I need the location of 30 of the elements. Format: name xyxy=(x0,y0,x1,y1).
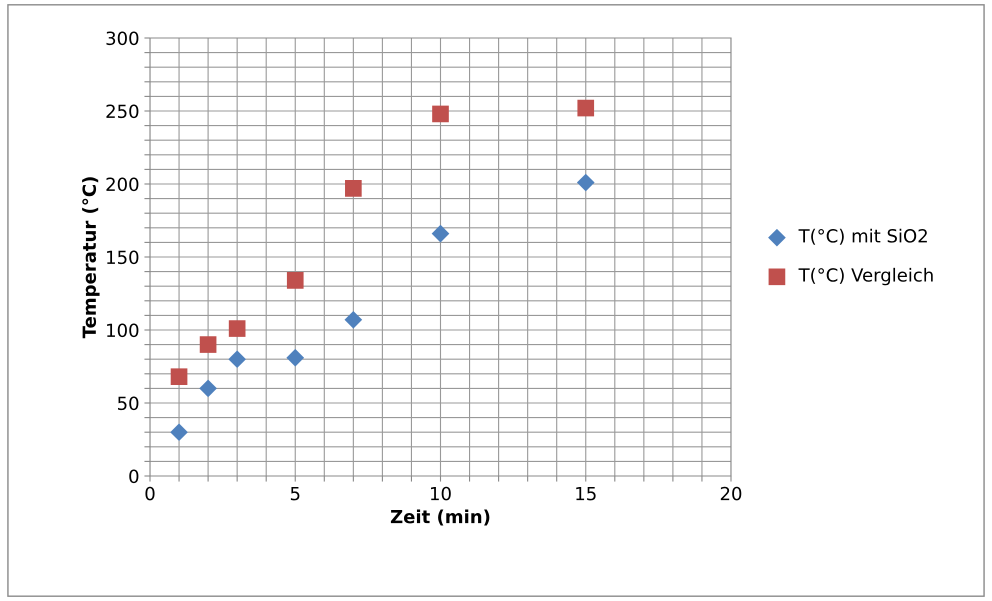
point xyxy=(345,180,362,197)
x-tick-label: 5 xyxy=(290,486,300,500)
y-tick-label: 100 xyxy=(107,323,138,338)
point xyxy=(199,380,217,398)
legend-label: T(°C) mit SiO2 xyxy=(798,228,927,245)
x-tick-label: 20 xyxy=(720,486,742,500)
point xyxy=(432,106,449,122)
point xyxy=(170,423,188,442)
point xyxy=(344,310,362,329)
point xyxy=(228,320,246,337)
y-tick-label: 250 xyxy=(106,104,138,118)
x-tick-label: 15 xyxy=(576,486,596,500)
point xyxy=(286,348,304,367)
point xyxy=(432,224,450,242)
y-tick-label: 300 xyxy=(106,31,138,46)
x-tick-label: 10 xyxy=(430,486,451,500)
y-tick-label: 50 xyxy=(118,396,138,410)
y-tick-label: 150 xyxy=(107,250,138,264)
point xyxy=(170,368,188,386)
legend-label: T(°C) Vergleich xyxy=(798,268,933,286)
y-tick-label: 200 xyxy=(106,177,138,192)
point xyxy=(576,174,595,192)
point xyxy=(228,350,246,368)
x-tick-label: 0 xyxy=(145,486,155,500)
point xyxy=(200,336,216,353)
y-axis-title: Temperatur (°C) xyxy=(82,177,100,338)
y-tick-label: 0 xyxy=(129,469,138,484)
point xyxy=(577,100,594,116)
point xyxy=(286,272,304,289)
x-axis-title: Zeit (min) xyxy=(390,509,490,526)
